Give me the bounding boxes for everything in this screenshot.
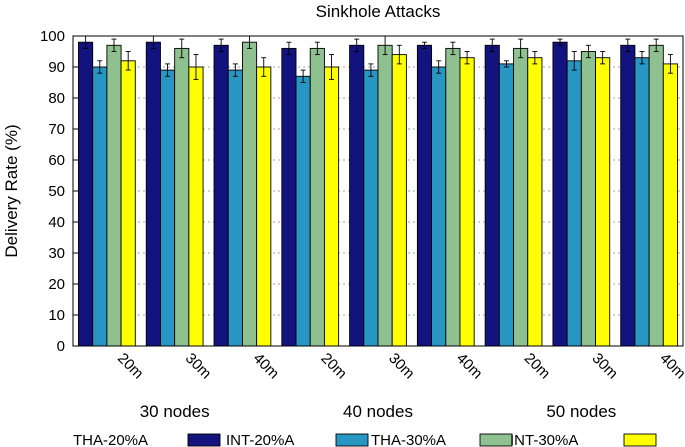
bar [634, 57, 650, 347]
bar [323, 66, 340, 347]
bar [241, 41, 258, 347]
bar [160, 69, 176, 347]
bar [120, 60, 136, 347]
bar [227, 69, 243, 347]
y-axis-label: Delivery Rate (%) [2, 124, 21, 257]
bar [363, 69, 379, 347]
bar [498, 63, 515, 347]
bar [295, 75, 311, 347]
legend-swatch [335, 433, 369, 447]
legend-swatch [623, 433, 657, 447]
bar [188, 66, 204, 347]
legend-swatch [479, 433, 513, 447]
bar [416, 44, 433, 347]
y-tick-label: 40 [48, 214, 65, 231]
bar [349, 44, 365, 347]
legend-swatch [187, 433, 221, 447]
bar [256, 66, 272, 347]
bar [552, 41, 568, 347]
x-tick-label: 30m [182, 350, 215, 383]
bar-layer [78, 35, 678, 347]
bar [662, 63, 678, 347]
y-tick-label: 20 [48, 276, 65, 293]
y-tick-label: 10 [48, 307, 65, 324]
group-label: 40 nodes [343, 402, 413, 421]
bar [648, 44, 664, 347]
legend-label: INT-20%A [226, 432, 294, 447]
legend: THA-20%A INT-20%A THA-30%A INT-30%A [73, 432, 657, 447]
y-tick-label: 30 [48, 245, 65, 262]
bar [580, 51, 596, 347]
x-tick-label: 20m [114, 350, 147, 383]
x-tick-label: 20m [317, 350, 350, 383]
y-tick-label: 80 [48, 90, 65, 107]
chart-title: Sinkhole Attacks [316, 2, 441, 21]
x-tick-label: 40m [656, 350, 685, 383]
group-label: 50 nodes [546, 402, 616, 421]
y-tick-label: 0 [57, 338, 65, 355]
bar [213, 44, 229, 347]
bar [527, 57, 543, 347]
bar [174, 47, 190, 347]
bar [595, 57, 611, 347]
bar [281, 47, 297, 347]
bar [106, 44, 122, 347]
x-tick-label: 40m [250, 350, 283, 383]
bar [445, 47, 461, 347]
y-tick-label: 60 [48, 152, 65, 169]
bar [92, 66, 108, 347]
x-tick-label: 20m [521, 350, 554, 383]
group-label: 30 nodes [140, 402, 210, 421]
bar [78, 41, 94, 347]
y-tick-label: 90 [48, 59, 65, 76]
y-tick-label: 50 [48, 183, 65, 200]
bar [309, 47, 325, 347]
x-tick-label: 30m [589, 350, 622, 383]
legend-label: THA-30%A [371, 432, 446, 447]
bar [459, 57, 475, 347]
bar [484, 44, 500, 347]
bar [377, 44, 393, 347]
bar [431, 66, 447, 347]
x-tick-label: 40m [453, 350, 486, 383]
bar [391, 54, 407, 347]
y-tick-label: 100 [40, 28, 65, 45]
x-tick-label: 30m [385, 350, 418, 383]
bar [566, 60, 582, 347]
legend-label: INT-30%A [510, 432, 578, 447]
legend-label: THA-20%A [73, 432, 148, 447]
y-tick-label: 70 [48, 121, 65, 138]
bar [145, 41, 161, 347]
bar [620, 44, 636, 347]
bar [513, 47, 529, 347]
